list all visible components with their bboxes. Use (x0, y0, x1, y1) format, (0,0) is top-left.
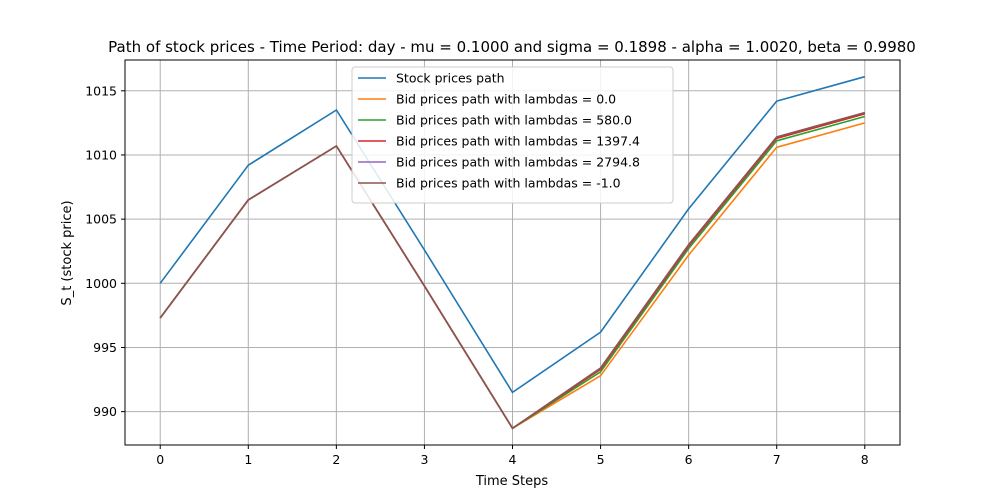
x-tick-label: 3 (420, 452, 428, 467)
legend-label-1: Stock prices path (396, 71, 505, 86)
legend-label-2: Bid prices path with lambdas = 0.0 (396, 92, 616, 107)
x-tick-label: 0 (156, 452, 164, 467)
x-tick-label: 2 (332, 452, 340, 467)
y-tick-label: 995 (93, 340, 117, 355)
y-tick-label: 1000 (85, 276, 117, 291)
y-tick-label: 1015 (85, 83, 117, 98)
x-tick-label: 6 (685, 452, 693, 467)
legend-label-3: Bid prices path with lambdas = 580.0 (396, 113, 632, 128)
series-line-1 (159, 75, 866, 394)
legend-label-4: Bid prices path with lambdas = 1397.4 (396, 134, 640, 149)
x-tick-label: 5 (597, 452, 605, 467)
x-tick-label: 4 (509, 452, 517, 467)
x-tick-label: 8 (861, 452, 869, 467)
legend: Stock prices path Bid prices path with la… (351, 66, 674, 204)
y-axis-label: S_t (stock price) (60, 200, 75, 305)
x-axis-label: Time Steps (475, 474, 549, 489)
y-tick-label: 990 (93, 404, 117, 419)
series-lines (159, 75, 866, 430)
axis-ticks: 0 1 2 3 4 5 6 7 8 990 995 1000 1005 1010 1015 (85, 83, 869, 467)
legend-label-6: Bid prices path with lambdas = -1.0 (396, 176, 621, 191)
legend-box (351, 66, 674, 204)
y-tick-label: 1005 (85, 212, 117, 227)
y-tick-label: 1010 (85, 147, 117, 162)
legend-label-5: Bid prices path with lambdas = 2794.8 (396, 155, 640, 170)
x-tick-label: 1 (244, 452, 252, 467)
x-tick-label: 7 (773, 452, 781, 467)
series-line-6 (159, 111, 866, 430)
chart-title: Path of stock prices - Time Period: day … (108, 38, 916, 56)
